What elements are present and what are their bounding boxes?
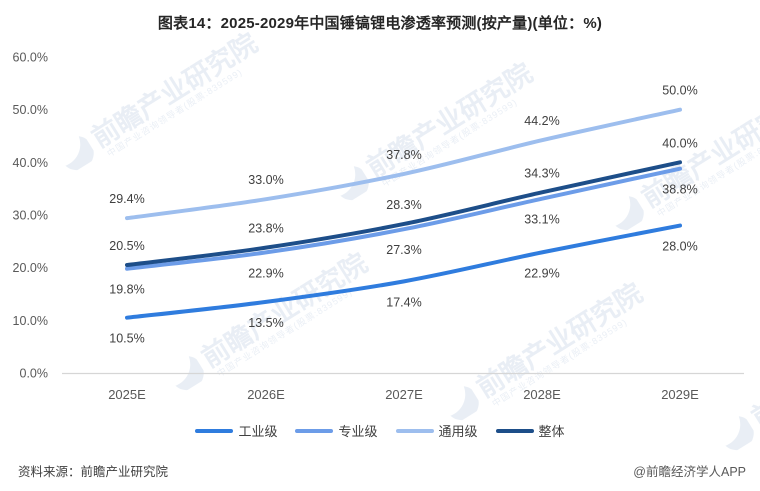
- legend-swatch-general: [395, 428, 434, 433]
- legend-swatch-industrial: [195, 428, 234, 433]
- legend-swatch-overall: [495, 428, 534, 433]
- data-label-industrial: 22.9%: [524, 266, 559, 280]
- x-tick-label: 2029E: [661, 387, 699, 402]
- data-label-general: 50.0%: [662, 84, 697, 98]
- chart-legend: 工业级 专业级 通用级 整体: [0, 421, 760, 440]
- legend-label-overall: 整体: [538, 424, 565, 439]
- source-note: 资料来源：前瞻产业研究院: [18, 465, 169, 479]
- series-line-overall: [125, 160, 682, 268]
- data-label-professional: 19.8%: [109, 283, 144, 297]
- data-label-professional: 33.1%: [524, 213, 559, 227]
- y-tick-label: 30.0%: [13, 209, 48, 223]
- line-chart: 0.0% 10.0% 20.0% 30.0% 40.0% 50.0% 60.0% 2025E 2…: [13, 51, 744, 402]
- data-label-general: 44.2%: [524, 114, 559, 128]
- data-label-professional: 27.3%: [386, 243, 421, 257]
- line-chart-svg: 0.0% 10.0% 20.0% 30.0% 40.0% 50.0% 60.0% 2025E 2…: [13, 51, 744, 402]
- legend-label-general: 通用级: [438, 424, 478, 439]
- legend-label-professional: 专业级: [338, 424, 378, 439]
- y-tick-label: 60.0%: [13, 51, 48, 65]
- legend-item-general: 通用级: [395, 421, 478, 440]
- data-label-overall: 28.3%: [386, 198, 421, 212]
- data-label-industrial: 10.5%: [109, 332, 144, 346]
- data-label-professional: 22.9%: [248, 266, 283, 280]
- x-tick-label: 2027E: [385, 387, 423, 402]
- legend-item-professional: 专业级: [295, 421, 378, 440]
- y-tick-label: 0.0%: [20, 367, 49, 381]
- data-label-industrial: 17.4%: [386, 295, 421, 309]
- legend-item-industrial: 工业级: [195, 421, 277, 440]
- data-label-overall: 40.0%: [662, 136, 697, 150]
- data-label-general: 29.4%: [109, 192, 144, 206]
- data-label-general: 33.0%: [248, 173, 283, 187]
- data-label-industrial: 28.0%: [662, 240, 697, 254]
- data-label-professional: 38.8%: [662, 183, 697, 197]
- y-tick-label: 50.0%: [13, 103, 48, 117]
- credit-note: @前瞻经济学人APP: [633, 465, 746, 479]
- x-tick-label: 2026E: [247, 387, 285, 402]
- data-label-industrial: 13.5%: [248, 316, 283, 330]
- x-tick-label: 2028E: [523, 387, 561, 402]
- series-line-general: [125, 107, 682, 221]
- data-label-overall: 34.3%: [524, 166, 559, 180]
- y-tick-label: 40.0%: [13, 156, 48, 170]
- legend-label-industrial: 工业级: [238, 424, 278, 439]
- legend-item-overall: 整体: [495, 421, 565, 440]
- data-label-overall: 23.8%: [248, 222, 283, 236]
- y-tick-label: 10.0%: [13, 314, 48, 328]
- series-line-industrial: [125, 223, 682, 320]
- series-line-professional: [125, 166, 682, 271]
- data-label-overall: 20.5%: [109, 239, 144, 253]
- legend-swatch-professional: [295, 428, 334, 433]
- y-tick-label: 20.0%: [13, 261, 48, 275]
- data-label-general: 37.8%: [386, 148, 421, 162]
- chart-title: 图表14：2025-2029年中国锤镐锂电渗透率预测(按产量)(单位：%): [157, 15, 603, 32]
- x-tick-label: 2025E: [108, 387, 146, 402]
